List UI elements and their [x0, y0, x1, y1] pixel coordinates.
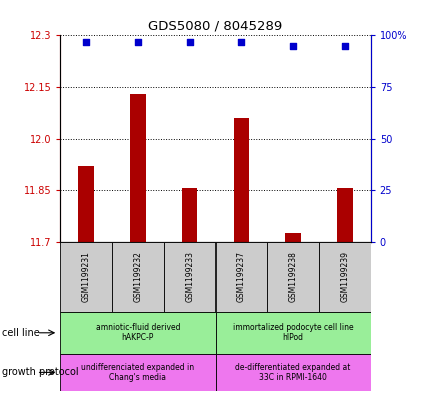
Bar: [60, 312, 215, 354]
Point: [237, 39, 244, 45]
Text: GSM1199231: GSM1199231: [82, 252, 90, 302]
Text: growth protocol: growth protocol: [2, 367, 79, 377]
Bar: [215, 354, 370, 391]
Bar: [318, 242, 370, 312]
Point: [134, 39, 141, 45]
Text: undifferenciated expanded in
Chang's media: undifferenciated expanded in Chang's med…: [81, 363, 194, 382]
Text: GSM1199232: GSM1199232: [133, 252, 142, 302]
Bar: [215, 312, 370, 354]
Bar: [163, 242, 215, 312]
Text: GSM1199238: GSM1199238: [288, 252, 297, 302]
Point: [289, 42, 296, 49]
Bar: [60, 354, 215, 391]
Text: GSM1199233: GSM1199233: [185, 251, 194, 302]
Point: [341, 42, 347, 49]
Text: GSM1199239: GSM1199239: [340, 251, 348, 302]
Bar: [336, 188, 352, 242]
Bar: [233, 118, 249, 242]
Point: [83, 39, 89, 45]
Bar: [285, 233, 300, 242]
Bar: [267, 242, 318, 312]
Bar: [112, 242, 163, 312]
Text: cell line: cell line: [2, 328, 40, 338]
Text: GSM1199237: GSM1199237: [237, 251, 245, 302]
Point: [186, 39, 193, 45]
Text: de-differentiated expanded at
33C in RPMI-1640: de-differentiated expanded at 33C in RPM…: [235, 363, 350, 382]
Bar: [215, 242, 267, 312]
Bar: [181, 188, 197, 242]
Bar: [78, 166, 94, 242]
Text: amniotic-fluid derived
hAKPC-P: amniotic-fluid derived hAKPC-P: [95, 323, 180, 342]
Bar: [60, 242, 112, 312]
Bar: [130, 94, 145, 242]
Title: GDS5080 / 8045289: GDS5080 / 8045289: [148, 20, 282, 33]
Text: immortalized podocyte cell line
hIPod: immortalized podocyte cell line hIPod: [232, 323, 353, 342]
